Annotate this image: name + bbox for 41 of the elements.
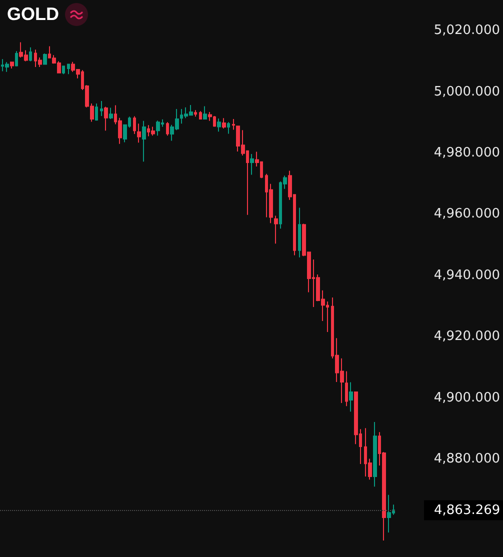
candlestick xyxy=(349,382,353,412)
y-tick-label: 4,900.000 xyxy=(434,390,500,406)
y-tick-label: 4,980.000 xyxy=(434,146,500,161)
candlestick xyxy=(222,118,226,130)
candlestick xyxy=(5,62,9,72)
candlestick xyxy=(199,110,202,120)
candlestick xyxy=(345,370,348,407)
chart-title: GOLD xyxy=(7,4,59,24)
candlestick xyxy=(227,122,230,134)
candlestick xyxy=(151,126,155,136)
candlestick xyxy=(43,53,47,65)
candlestick xyxy=(133,116,136,135)
candlestick xyxy=(15,50,18,67)
y-tick-label: 4,880.000 xyxy=(434,452,500,467)
candlestick xyxy=(232,118,235,130)
y-tick-label: 4,940.000 xyxy=(434,268,500,283)
candlestick xyxy=(274,215,278,244)
candlestick xyxy=(62,65,65,75)
candlestick xyxy=(100,100,103,116)
candlestick xyxy=(203,106,207,120)
ref-line-label: 4,863.269 xyxy=(434,502,500,518)
candlestick xyxy=(142,120,146,162)
candlestick xyxy=(109,107,113,120)
y-tick-label: 5,020.000 xyxy=(434,23,500,38)
candlestick xyxy=(298,207,301,258)
candlestick xyxy=(137,123,141,144)
candlestick xyxy=(95,102,98,122)
candlestick xyxy=(373,422,377,488)
candlestick xyxy=(387,494,391,534)
candlestick xyxy=(217,118,221,132)
y-tick-label: 5,000.000 xyxy=(434,84,500,100)
y-tick-label: 4,920.000 xyxy=(434,329,500,344)
candlestick xyxy=(67,64,70,75)
candlestick xyxy=(29,46,32,62)
y-tick-label: 4,960.000 xyxy=(434,206,500,222)
candlestick xyxy=(166,122,169,136)
candlestick xyxy=(104,106,108,132)
candlestick xyxy=(250,153,254,176)
candlestick xyxy=(10,62,14,70)
candlestick xyxy=(194,110,197,118)
candlestick xyxy=(156,120,160,136)
